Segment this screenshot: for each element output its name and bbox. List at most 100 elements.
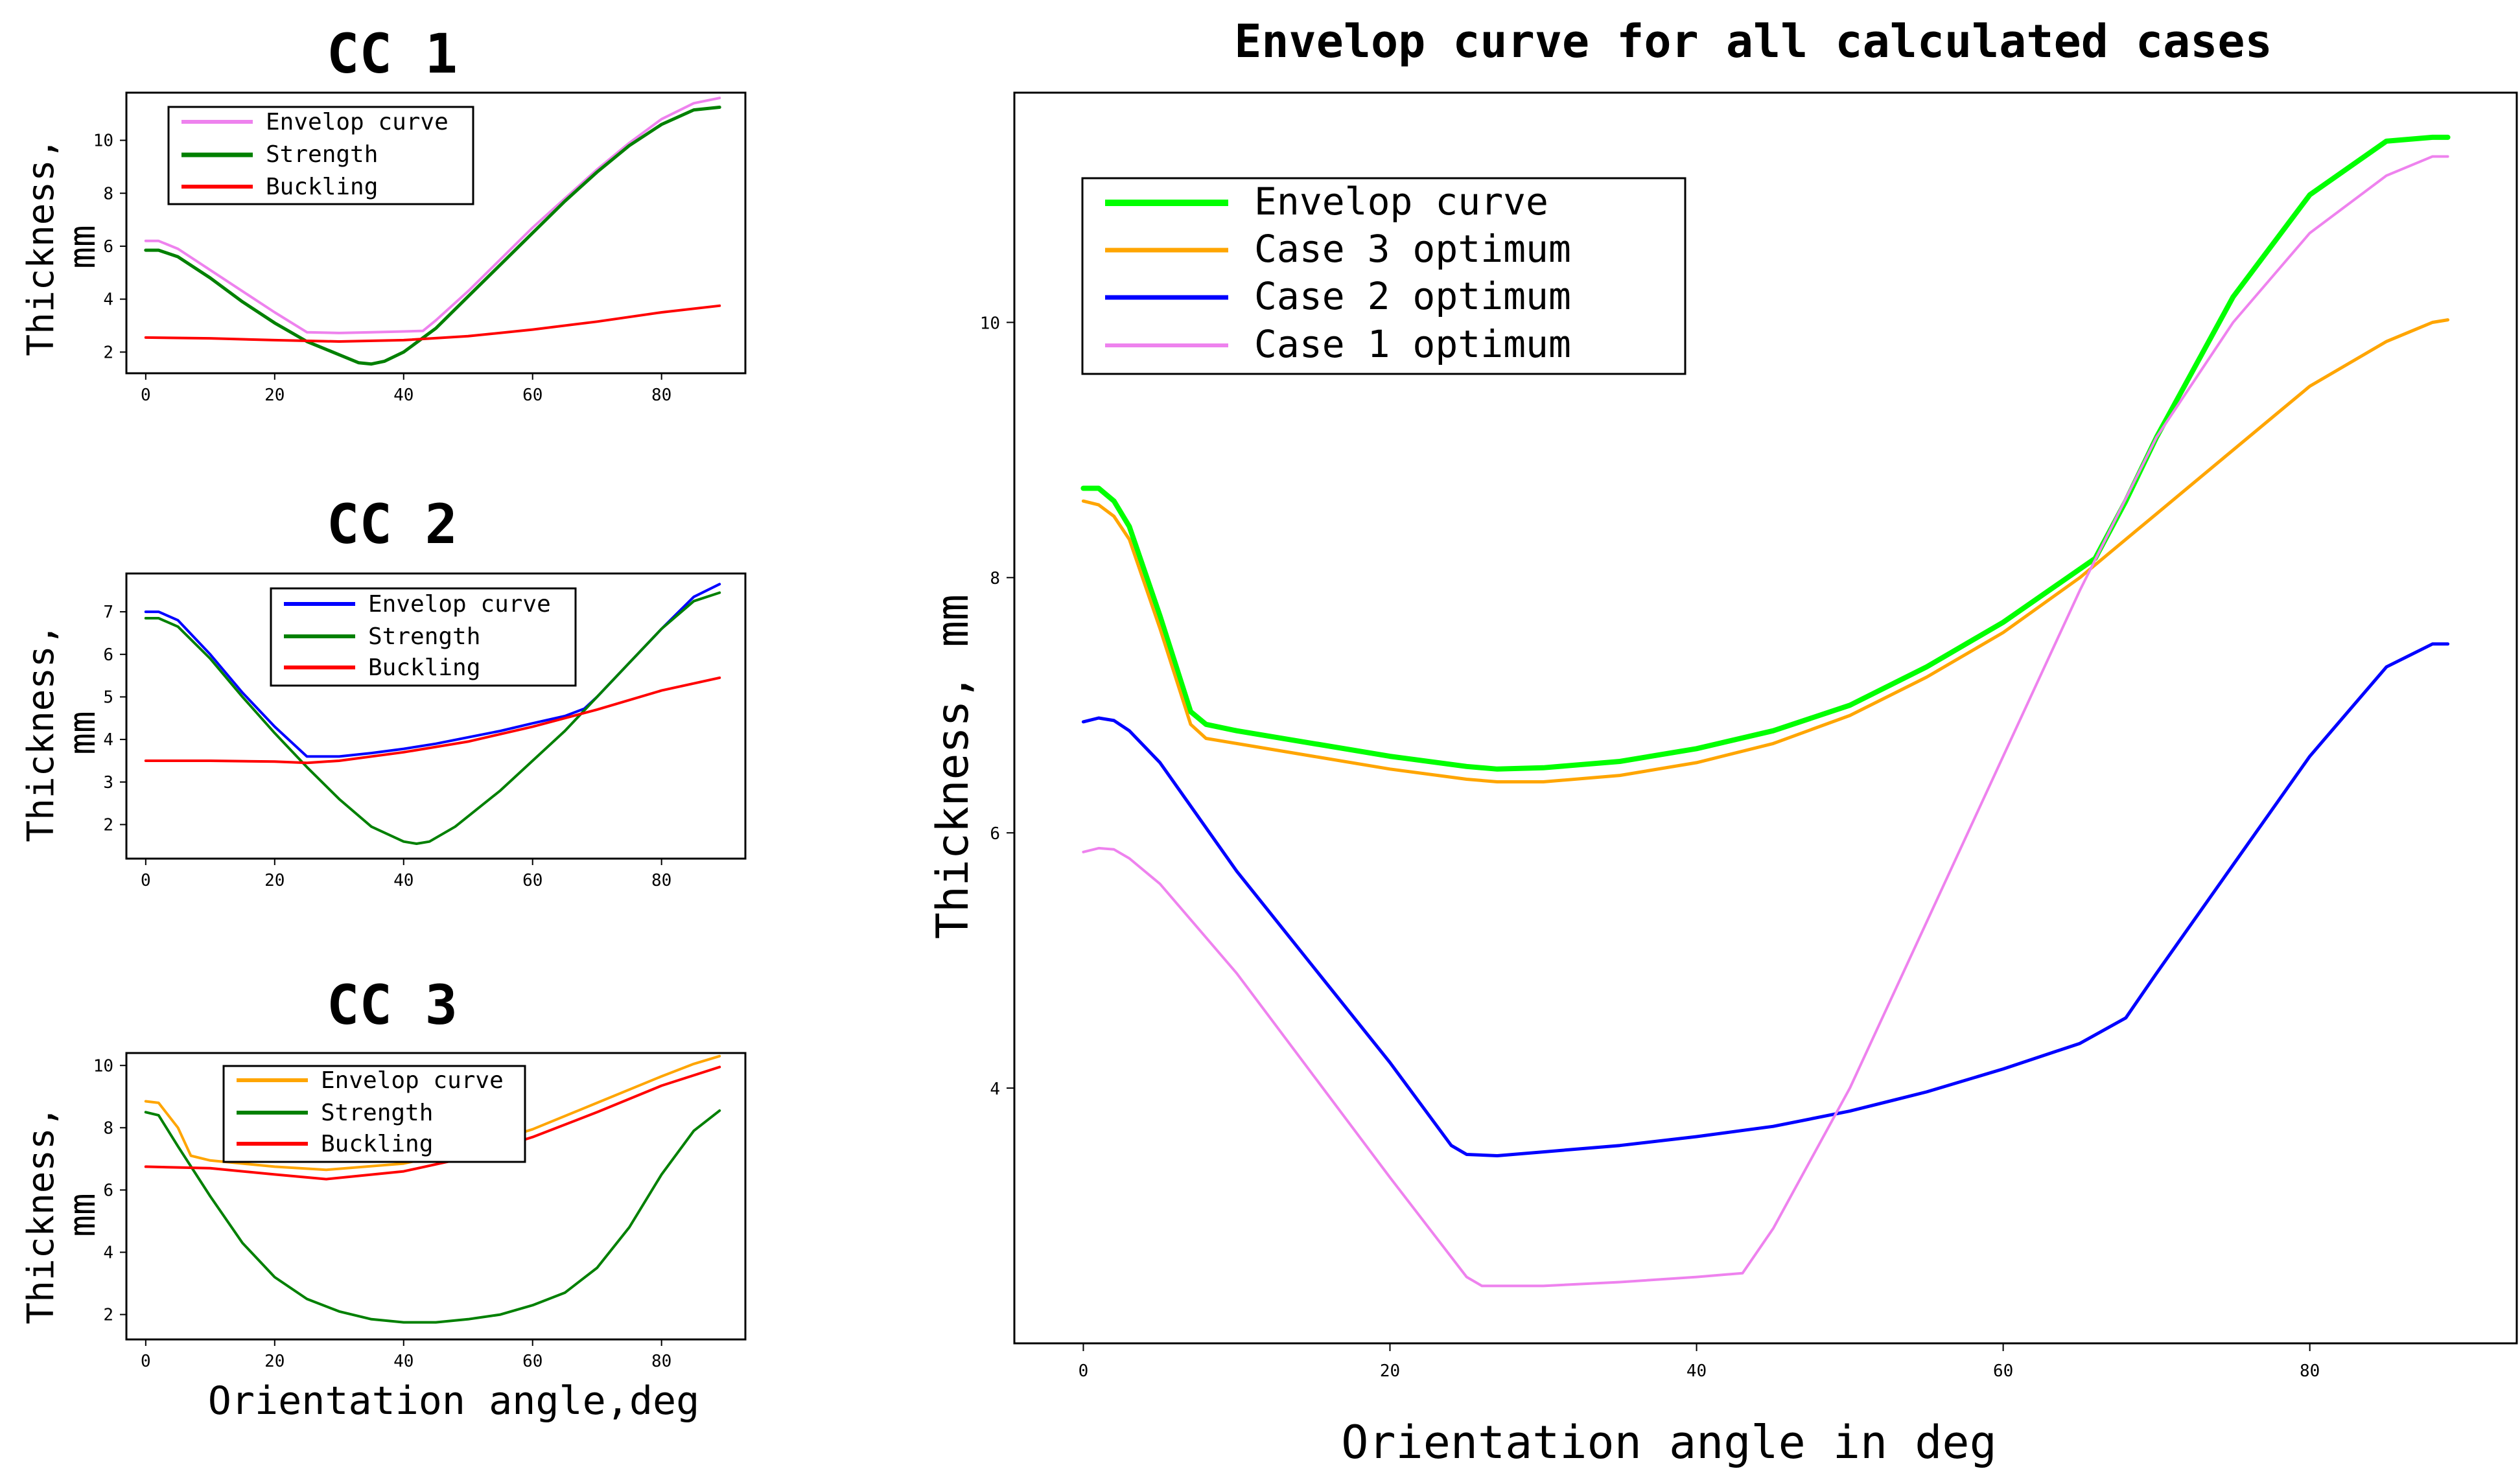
y-tick-label-cc2-6: 6 bbox=[103, 645, 113, 665]
x-tick-label-cc1-40: 40 bbox=[393, 386, 414, 405]
x-tick-label-cc2-40: 40 bbox=[393, 871, 414, 890]
plot-frame-cc2 bbox=[125, 572, 747, 860]
y-axis-label-cc1-line1: Thickness, bbox=[20, 137, 62, 356]
legend-label-envelope-case1: Case 1 optimum bbox=[1254, 322, 1571, 366]
chart-title-cc3: CC 3 bbox=[327, 973, 458, 1037]
y-tick-label-envelope-10: 10 bbox=[980, 314, 1000, 333]
legend-label-cc1-envelop: Envelop curve bbox=[266, 109, 449, 135]
series-line-envelope-case-3-optimum bbox=[1081, 318, 2450, 783]
legend-cc1: Envelop curve Strength Buckling bbox=[167, 106, 474, 205]
legend-label-cc3-buckling: Buckling bbox=[321, 1131, 433, 1157]
legend-label-cc2-envelop: Envelop curve bbox=[368, 591, 551, 618]
x-tick-label-cc3-20: 20 bbox=[264, 1352, 285, 1371]
legend-label-cc3-envelop: Envelop curve bbox=[321, 1067, 504, 1094]
x-tick-label-envelope-0: 0 bbox=[1079, 1361, 1089, 1381]
legend-label-cc3-strength: Strength bbox=[321, 1100, 433, 1126]
y-tick-label-cc2-4: 4 bbox=[103, 730, 113, 750]
legend-label-envelope-envelop: Envelop curve bbox=[1254, 179, 1548, 224]
x-tick-label-envelope-20: 20 bbox=[1380, 1361, 1400, 1381]
chart-envelope: Envelop curve for all calculated cases 0… bbox=[928, 15, 2518, 1469]
legend-label-cc1-strength: Strength bbox=[266, 141, 378, 168]
x-tick-label-cc1-0: 0 bbox=[141, 386, 151, 405]
y-tick-label-cc1-4: 4 bbox=[103, 290, 113, 310]
plot-frame-cc1 bbox=[125, 91, 747, 375]
y-tick-label-cc2-5: 5 bbox=[103, 688, 113, 708]
ticks-cc3: 0 20 40 60 80 2 4 6 8 10 bbox=[93, 1056, 672, 1371]
y-tick-label-envelope-6: 6 bbox=[990, 824, 1000, 844]
x-tick-label-cc1-20: 20 bbox=[264, 386, 285, 405]
series-line-cc3-buckling bbox=[144, 1065, 721, 1181]
series-line-cc2-strength bbox=[144, 591, 721, 845]
series-group-cc1 bbox=[144, 97, 721, 366]
y-axis-label-cc3-line1: Thickness, bbox=[20, 1106, 62, 1324]
series-group-cc2 bbox=[144, 583, 721, 845]
y-tick-label-envelope-4: 4 bbox=[990, 1080, 1000, 1099]
y-tick-label-cc3-4: 4 bbox=[103, 1244, 113, 1263]
chart-title-cc1: CC 1 bbox=[327, 22, 458, 86]
series-line-envelope-envelop-curve bbox=[1080, 134, 2451, 772]
chart-cc2: CC 2 0 20 40 60 80 2 3 4 5 6 7 Envelop curve Stren… bbox=[20, 492, 747, 890]
ticks-cc1: 0 20 40 60 80 2 4 6 8 10 bbox=[93, 132, 672, 405]
legend-label-envelope-case3: Case 3 optimum bbox=[1254, 227, 1571, 271]
y-tick-label-cc1-6: 6 bbox=[103, 237, 113, 257]
y-axis-label-cc3: Thickness,mm bbox=[20, 1106, 104, 1324]
x-tick-label-cc2-80: 80 bbox=[651, 871, 671, 890]
legend-label-cc2-strength: Strength bbox=[368, 623, 480, 650]
x-tick-label-envelope-40: 40 bbox=[1686, 1361, 1707, 1381]
y-axis-label-cc1: Thickness,mm bbox=[20, 137, 104, 356]
series-line-cc1-envelop-curve bbox=[144, 97, 721, 334]
legend-cc3: Envelop curve Strength Buckling bbox=[222, 1065, 526, 1163]
y-tick-label-cc1-8: 8 bbox=[103, 184, 113, 203]
y-axis-label-cc2-line2: mm bbox=[62, 711, 104, 754]
legend-cc2: Envelop curve Strength Buckling bbox=[270, 587, 577, 687]
x-tick-label-cc3-0: 0 bbox=[141, 1352, 151, 1371]
legend-label-cc1-buckling: Buckling bbox=[266, 174, 378, 200]
legend-label-envelope-case2: Case 2 optimum bbox=[1254, 274, 1571, 318]
legend-envelope: Envelop curve Case 3 optimum Case 2 opti… bbox=[1081, 177, 1686, 375]
y-tick-label-cc3-6: 6 bbox=[103, 1181, 113, 1200]
plot-frame-envelope bbox=[1013, 91, 2518, 1345]
series-line-cc3-envelop-curve bbox=[144, 1054, 721, 1172]
series-group-envelope bbox=[1080, 134, 2451, 1288]
x-tick-label-envelope-60: 60 bbox=[1993, 1361, 2013, 1381]
plot-frame-cc3 bbox=[125, 1052, 747, 1341]
y-tick-label-envelope-8: 8 bbox=[990, 569, 1000, 588]
legend-label-cc2-buckling: Buckling bbox=[368, 654, 480, 681]
y-tick-label-cc3-10: 10 bbox=[93, 1056, 113, 1076]
y-tick-label-cc2-2: 2 bbox=[103, 816, 113, 835]
y-tick-label-cc2-3: 3 bbox=[103, 773, 113, 793]
ticks-cc2: 0 20 40 60 80 2 3 4 5 6 7 bbox=[103, 603, 671, 890]
x-tick-label-cc3-60: 60 bbox=[522, 1352, 542, 1371]
y-axis-label-envelope: Thickness, mm bbox=[928, 594, 979, 939]
x-tick-label-cc3-80: 80 bbox=[651, 1352, 671, 1371]
y-axis-label-cc3-line2: mm bbox=[62, 1193, 104, 1236]
ticks-envelope: 0 20 40 60 80 4 6 8 10 bbox=[980, 314, 2320, 1381]
series-line-cc1-buckling bbox=[144, 304, 721, 343]
x-axis-label-cc3: Orientation angle,deg bbox=[208, 1378, 700, 1424]
x-axis-label-envelope: Orientation angle in deg bbox=[1341, 1416, 1996, 1469]
series-line-envelope-case-1-optimum bbox=[1082, 155, 2449, 1288]
x-tick-label-envelope-80: 80 bbox=[2300, 1361, 2320, 1381]
series-line-cc2-buckling bbox=[144, 676, 721, 765]
x-tick-label-cc1-80: 80 bbox=[651, 386, 671, 405]
series-line-cc3-strength bbox=[144, 1109, 721, 1324]
x-tick-label-cc2-0: 0 bbox=[141, 871, 151, 890]
chart-cc1: CC 1 0 20 40 60 80 2 4 6 8 10 Envelop curve Stren… bbox=[20, 22, 747, 405]
y-tick-label-cc1-2: 2 bbox=[103, 343, 113, 362]
legend-box-envelope bbox=[1081, 177, 1686, 375]
chart-cc3: CC 3 0 20 40 60 80 2 4 6 8 10 Envelop curve Stren… bbox=[20, 973, 747, 1424]
chart-title-envelope: Envelop curve for all calculated cases bbox=[1234, 15, 2272, 68]
series-line-cc1-strength bbox=[144, 106, 721, 366]
chart-title-cc2: CC 2 bbox=[327, 492, 458, 556]
y-tick-label-cc1-10: 10 bbox=[93, 132, 113, 151]
x-tick-label-cc2-20: 20 bbox=[264, 871, 285, 890]
y-axis-label-cc1-line2: mm bbox=[62, 225, 104, 268]
y-axis-label-cc2-line1: Thickness, bbox=[20, 623, 62, 842]
x-tick-label-cc3-40: 40 bbox=[393, 1352, 414, 1371]
x-tick-label-cc1-60: 60 bbox=[522, 386, 542, 405]
y-tick-label-cc3-2: 2 bbox=[103, 1306, 113, 1325]
y-tick-label-cc2-7: 7 bbox=[103, 603, 113, 622]
series-group-cc3 bbox=[144, 1054, 721, 1324]
series-line-envelope-case-2-optimum bbox=[1081, 642, 2450, 1157]
